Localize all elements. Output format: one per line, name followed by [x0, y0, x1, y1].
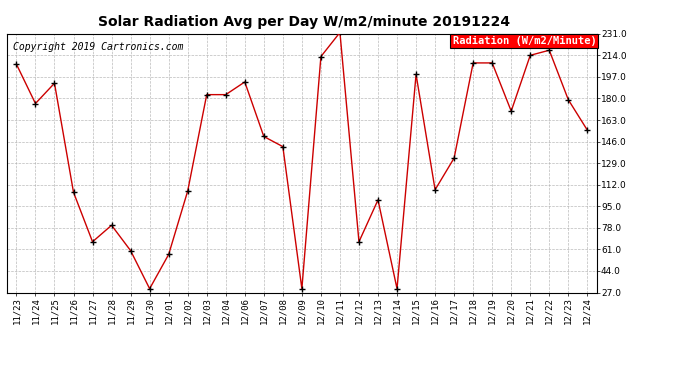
Text: Solar Radiation Avg per Day W/m2/minute 20191224: Solar Radiation Avg per Day W/m2/minute …: [97, 15, 510, 29]
Text: Copyright 2019 Cartronics.com: Copyright 2019 Cartronics.com: [13, 42, 183, 51]
Text: Radiation (W/m2/Minute): Radiation (W/m2/Minute): [453, 36, 596, 46]
